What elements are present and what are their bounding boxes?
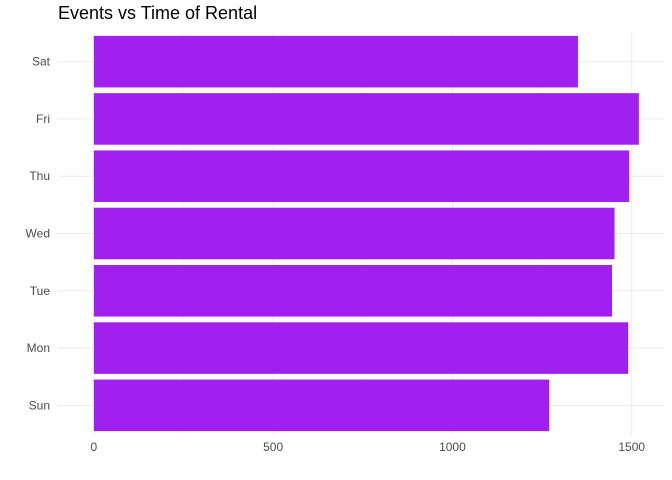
y-axis-ticks: Sun Mon Tue Wed Thu Fri Sat bbox=[26, 55, 51, 413]
y-tick-label-fri: Fri bbox=[36, 112, 50, 126]
x-axis-ticks: 0 500 1000 1500 bbox=[91, 440, 646, 454]
chart-title: Events vs Time of Rental bbox=[58, 3, 258, 23]
bar-mon bbox=[93, 322, 629, 374]
y-tick-label-tue: Tue bbox=[30, 284, 51, 298]
y-tick-label-sat: Sat bbox=[32, 55, 51, 69]
bars bbox=[93, 35, 639, 432]
y-tick-label-sun: Sun bbox=[29, 398, 50, 412]
bar-sun bbox=[93, 379, 550, 432]
bar-wed bbox=[93, 207, 615, 260]
y-tick-label-mon: Mon bbox=[27, 341, 50, 355]
bar-fri bbox=[93, 93, 639, 145]
x-tick-label: 0 bbox=[91, 440, 98, 454]
bar-thu bbox=[93, 150, 630, 202]
y-tick-label-thu: Thu bbox=[29, 169, 50, 183]
x-tick-label: 1500 bbox=[618, 440, 645, 454]
x-tick-label: 500 bbox=[263, 440, 283, 454]
bar-sat bbox=[93, 35, 578, 88]
bar-tue bbox=[93, 265, 613, 317]
y-tick-label-wed: Wed bbox=[26, 227, 50, 241]
x-tick-label: 1000 bbox=[439, 440, 466, 454]
